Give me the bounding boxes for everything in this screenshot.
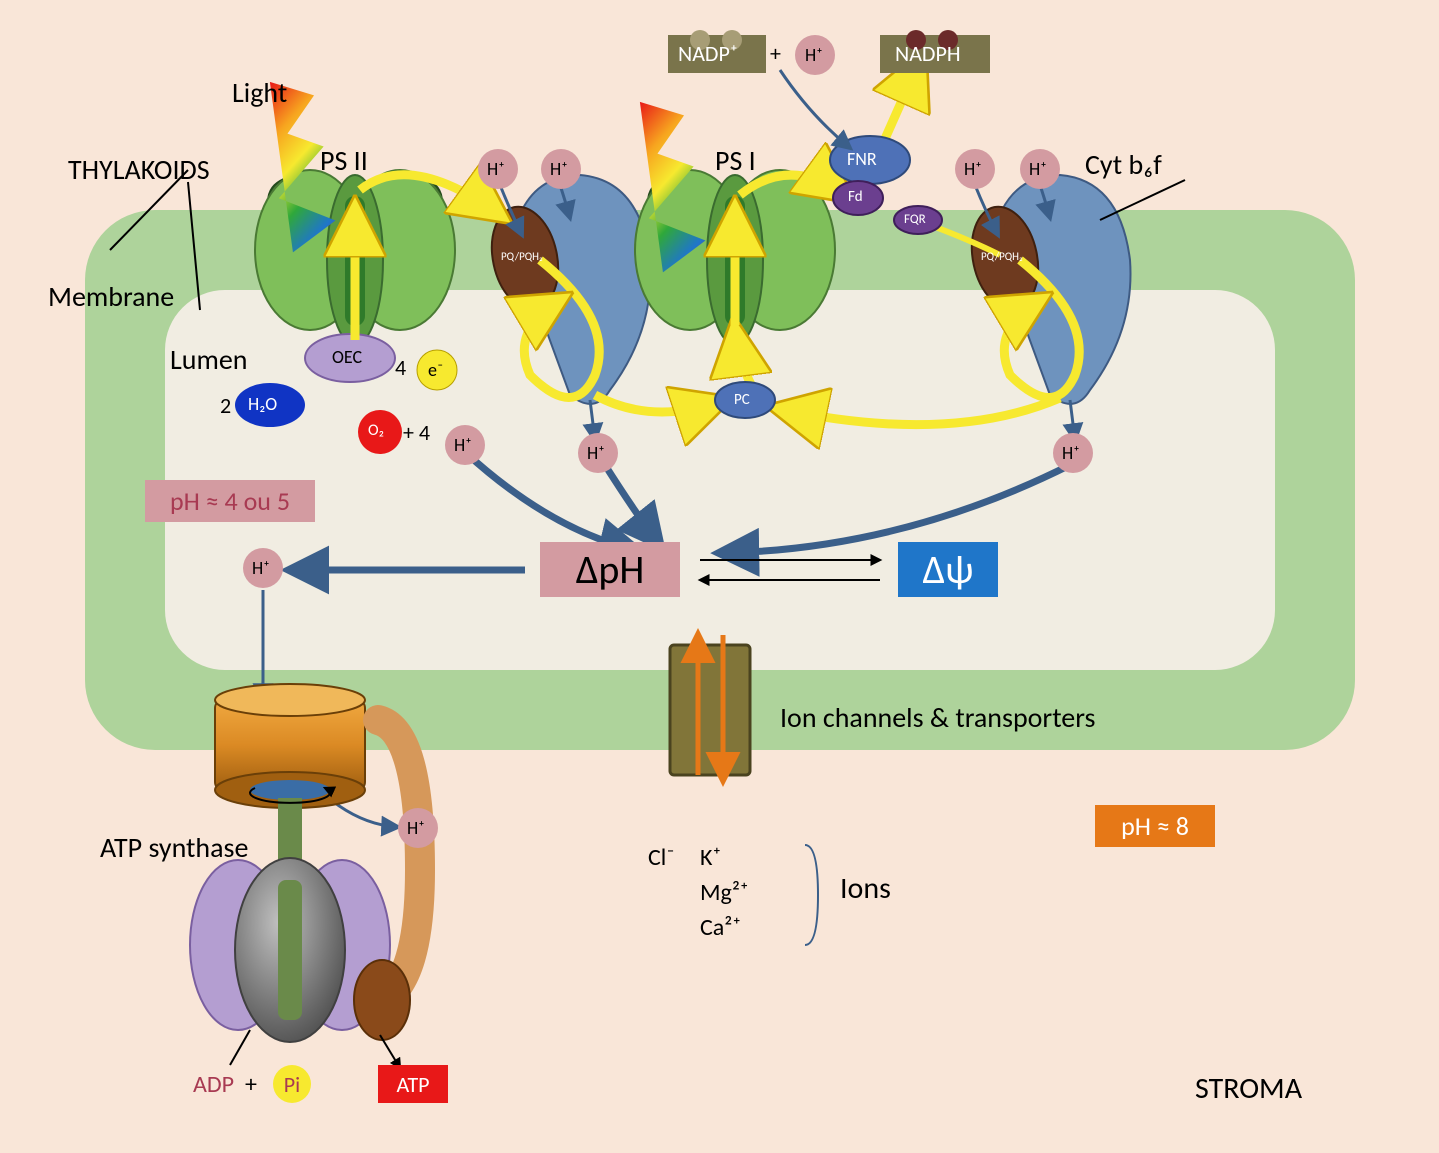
e-minus: e⁻ xyxy=(428,359,443,381)
ps1-label: PS I xyxy=(715,143,756,178)
atp-synthase-label: ATP synthase xyxy=(100,830,248,865)
e-pre: 4 xyxy=(395,354,406,381)
plus-label: + xyxy=(245,1070,257,1099)
ion-k: K⁺ xyxy=(700,843,721,872)
cytb6f-label: Cyt b₆f xyxy=(1085,147,1162,182)
h2o-label: H₂O xyxy=(248,393,277,415)
atp-label: ATP xyxy=(378,1065,448,1103)
hplus8: H⁺ xyxy=(407,817,425,839)
ph-lumen-box: pH ≈ 4 ou 5 xyxy=(145,480,315,522)
nadp-box: NADP⁺ xyxy=(678,40,738,67)
ions-title: Ions xyxy=(840,870,891,907)
membrane-label: Membrane xyxy=(48,279,174,314)
ion-ca: Ca²⁺ xyxy=(700,913,741,942)
ps2-label: PS II xyxy=(320,143,368,178)
pq1-label: PQ/PQH₂ xyxy=(501,250,543,263)
ph-stroma-box: pH ≈ 8 xyxy=(1095,805,1215,847)
light-label: Light xyxy=(232,75,287,110)
diagram-canvas: Light THYLAKOIDS Membrane Lumen PS II PS… xyxy=(0,0,1439,1153)
hplus3: H⁺ xyxy=(964,158,982,180)
nadph-box: NADPH xyxy=(895,40,961,67)
thylakoids-label: THYLAKOIDS xyxy=(68,152,210,187)
pc-label: PC xyxy=(734,391,750,409)
ion-cl: Cl⁻ xyxy=(648,843,675,872)
hplus4: H⁺ xyxy=(1029,158,1047,180)
pi-label: Pi xyxy=(273,1065,311,1103)
ion-mg: Mg²⁺ xyxy=(700,878,749,907)
adp-label: ADP xyxy=(193,1070,234,1099)
hplus2: H⁺ xyxy=(550,158,568,180)
nadp-plus-sign: + xyxy=(770,40,781,67)
ion-channels-label: Ion channels & transporters xyxy=(780,700,1095,735)
delta-psi-box: Δψ xyxy=(898,542,998,597)
stroma-label: STROMA xyxy=(1195,1070,1302,1107)
lumen-label: Lumen xyxy=(170,342,248,377)
pq2-label: PQ/PQH₂ xyxy=(981,250,1023,263)
h-plus-top: H⁺ xyxy=(805,44,823,66)
o2-suffix: + 4 xyxy=(403,419,430,446)
fnr-label: FNR xyxy=(847,148,877,170)
h2o-pre: 2 xyxy=(220,392,231,419)
hplus1: H⁺ xyxy=(487,158,505,180)
fd-label: Fd xyxy=(848,188,863,206)
delta-ph-box: ΔpH xyxy=(540,542,680,597)
hplus5: H⁺ xyxy=(587,442,605,464)
oec-label: OEC xyxy=(332,346,362,368)
hplus7: H⁺ xyxy=(252,557,270,579)
hplus6: H⁺ xyxy=(1062,442,1080,464)
fqr-label: FQR xyxy=(904,212,926,227)
o2-h: H⁺ xyxy=(454,434,472,456)
o2-label: O₂ xyxy=(368,421,384,440)
